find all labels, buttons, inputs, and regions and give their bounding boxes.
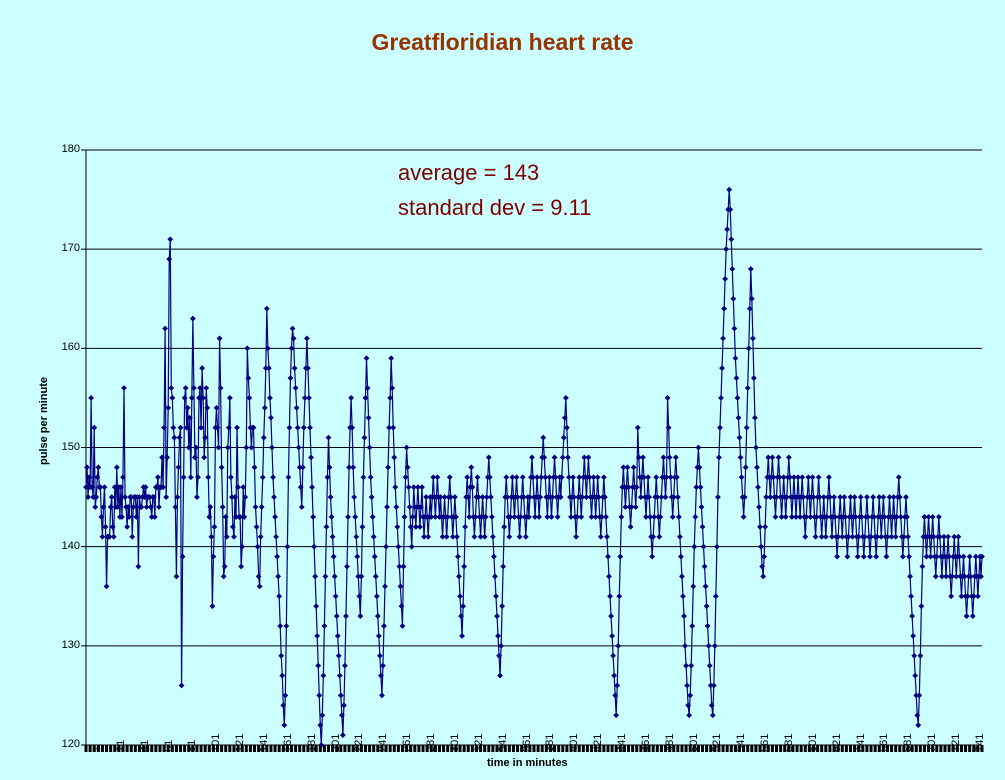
x-axis-tick-label: 61 [162,739,175,752]
x-axis-tick-label: 201 [329,733,342,752]
x-axis-tick-label: 161 [281,733,294,752]
x-axis-tick-label: 401 [568,733,581,752]
x-axis-tick-label: 441 [615,733,628,752]
x-axis-title: time in minutes [487,757,568,769]
x-axis-tick-label: 241 [377,733,390,752]
y-axis-tick-label: 160 [61,341,80,354]
y-axis-tick-labels: 120 130 140 150 160 170 180 [44,0,80,780]
x-axis-tick-label: 421 [592,733,605,752]
x-axis-tick-label: 41 [138,739,151,752]
x-axis-tick-label: 621 [830,733,843,752]
x-axis-tick-label: 101 [210,733,223,752]
x-axis-tick-label: 301 [448,733,461,752]
x-axis-tick-label: 561 [759,733,772,752]
x-axis-tick-label: 141 [258,733,271,752]
x-axis-tick-label: 721 [950,733,962,752]
x-axis-tick-label: 741 [973,733,986,752]
x-axis-tick-label: 701 [926,733,939,752]
x-axis-tick-label: 681 [902,733,915,752]
x-axis-tick-label: 501 [687,733,700,752]
data-markers [83,186,985,748]
chart-title: Greatfloridian heart rate [371,29,634,55]
x-axis-tick-label: 221 [353,733,366,752]
x-axis-tick-label: 641 [854,733,867,752]
y-axis-tick-label: 140 [61,539,80,552]
y-axis-tick-label: 180 [61,143,80,155]
x-axis-tick-label: 321 [472,733,485,752]
x-axis-tick-label: 121 [234,733,247,752]
x-axis-tick-label: 541 [735,733,748,752]
annotation-average: average = 143 [398,160,540,185]
x-axis-tick-label: 341 [496,733,509,752]
y-axis-tick-label: 150 [61,440,80,453]
x-axis-tick-label: 261 [401,733,414,752]
x-axis-tick-label: 81 [186,739,199,752]
y-axis-tick-label: 120 [61,738,80,750]
x-axis-tick-label: 21 [114,739,127,752]
x-axis-tick-label: 521 [711,733,724,752]
x-axis-tick-label: 601 [806,733,819,752]
y-axis-tick-label: 170 [61,242,80,255]
y-axis-tick-label: 130 [61,638,80,651]
x-axis-tick-label: 1 [91,745,103,752]
x-axis-tick-label: 481 [663,733,676,752]
x-axis-tick-label: 361 [520,733,533,752]
x-axis-tick-label: 461 [639,733,652,752]
x-axis-tick-label: 281 [425,733,438,752]
x-axis-tick-label: 381 [544,733,557,752]
x-axis-tick-label: 581 [782,733,795,752]
x-axis-tick-label: 661 [878,733,891,752]
x-axis-tick-label: 181 [305,733,318,752]
annotation-standard-deviation: standard dev = 9.11 [398,195,592,220]
